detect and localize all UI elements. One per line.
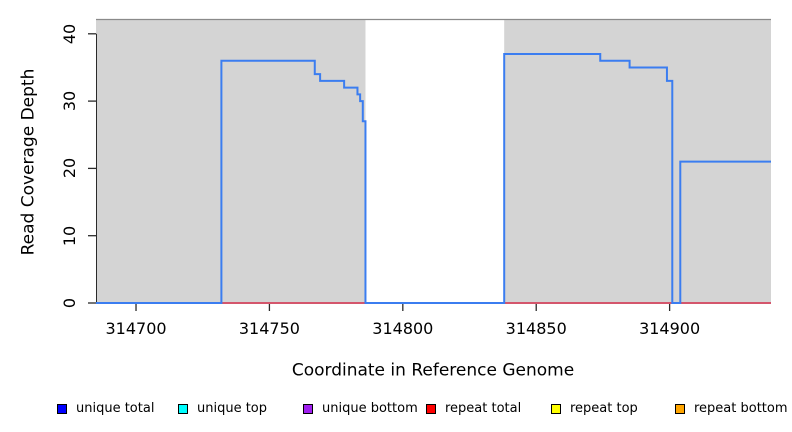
legend-label: unique bottom [322, 401, 418, 416]
legend-item-repeat-bottom: repeat bottom [675, 399, 788, 418]
x-tick-label: 314900 [639, 319, 701, 338]
y-axis-title: Read Coverage Depth [18, 68, 39, 256]
legend-item-unique-top: unique top [178, 399, 267, 418]
x-tick-label: 314700 [105, 319, 167, 338]
legend-item-unique-bottom: unique bottom [303, 399, 418, 418]
legend-label: repeat top [570, 401, 638, 416]
y-tick-label: 30 [60, 90, 79, 112]
legend-label: repeat total [445, 401, 522, 416]
legend-label: unique top [197, 401, 268, 416]
legend-swatch-icon [178, 403, 188, 414]
legend-item-unique-total: unique total [57, 399, 154, 418]
y-tick-label: 20 [60, 158, 79, 179]
legend-swatch-icon [57, 403, 67, 414]
legend-swatch-icon [675, 403, 685, 414]
legend-label: unique total [76, 401, 155, 416]
legend-swatch-icon [426, 403, 436, 414]
y-tick-label: 10 [60, 225, 79, 246]
x-tick-label: 314800 [372, 319, 434, 338]
series-line-unique-total [96, 52, 771, 304]
x-axis-title: Coordinate in Reference Genome [291, 360, 575, 381]
x-tick-label: 314750 [238, 319, 300, 338]
repeat-region-shading [96, 19, 366, 303]
y-tick-label: 0 [60, 297, 79, 309]
x-tick-label: 314850 [505, 319, 567, 338]
legend-item-repeat-total: repeat total [426, 399, 521, 418]
legend-swatch-icon [303, 403, 313, 414]
legend-item-repeat-top: repeat top [551, 399, 638, 418]
legend-label: repeat bottom [694, 401, 788, 416]
y-tick-label: 40 [60, 23, 79, 44]
legend-swatch-icon [551, 403, 561, 414]
